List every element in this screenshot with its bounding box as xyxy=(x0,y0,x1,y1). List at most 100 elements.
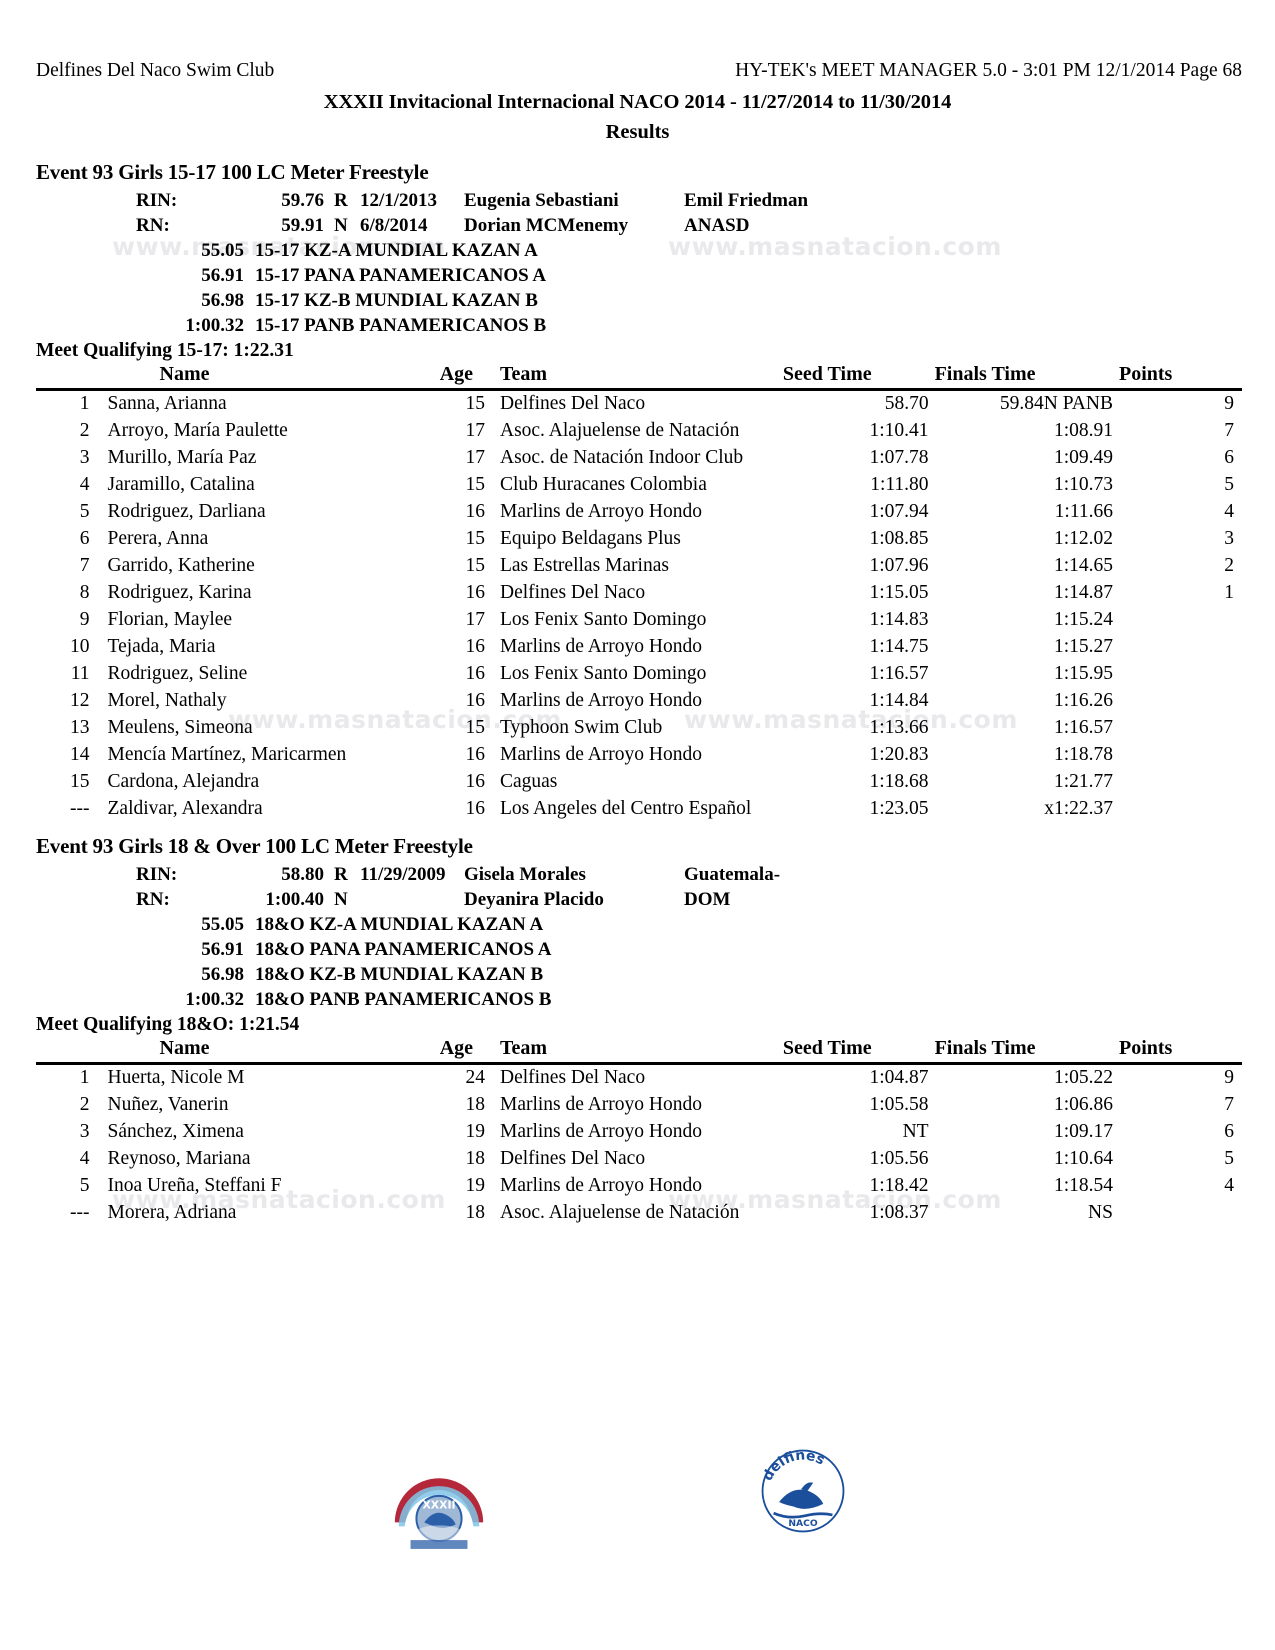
record-tag: RN: xyxy=(136,215,170,236)
table-row: 7 Garrido, Katherine 15 Las Estrellas Ma… xyxy=(36,553,1242,580)
cell-points: 2 xyxy=(1224,555,1234,576)
results-body: 1 Sanna, Arianna 15 Delfines Del Naco 58… xyxy=(36,390,1242,824)
record-holder: Dorian MCMenemy xyxy=(464,215,629,236)
cell-seed: 1:08.85 xyxy=(869,528,929,549)
cell-name: Perera, Anna xyxy=(107,528,209,549)
table-row: 2 Arroyo, María Paulette 17 Asoc. Alajue… xyxy=(36,418,1242,445)
cell-points xyxy=(1119,607,1242,634)
cell-age: 16 xyxy=(465,798,485,819)
column-header-points: Points xyxy=(1118,1037,1242,1065)
club-name: Delfines Del Naco Swim Club xyxy=(36,60,275,81)
cell-seed: 1:10.41 xyxy=(869,420,929,441)
cell-points xyxy=(1119,634,1242,661)
standard-name: 15-17 PANA PANAMERICANOS A xyxy=(255,265,547,286)
cell-team: Typhoon Swim Club xyxy=(499,717,663,738)
standard-line: 55.05 15-17 KZ-A MUNDIAL KAZAN A xyxy=(36,238,1242,263)
standard-name: 18&O KZ-B MUNDIAL KAZAN B xyxy=(255,964,544,985)
table-header-row: Name Age Team Seed Time Finals Time Poin… xyxy=(36,363,1242,391)
cell-place: 14 xyxy=(70,744,90,765)
column-header-seed: Seed Time xyxy=(782,363,935,391)
cell-name: Rodriguez, Karina xyxy=(107,582,252,603)
cell-seed: 58.70 xyxy=(884,393,929,414)
record-line: RIN: 59.76 R 12/1/2013 Eugenia Sebastian… xyxy=(36,188,1242,213)
event-title: Event 93 Girls 18 & Over 100 LC Meter Fr… xyxy=(36,834,473,858)
standard-line: 1:00.32 18&O PANB PANAMERICANOS B xyxy=(36,987,1242,1012)
cell-age: 18 xyxy=(465,1094,485,1115)
standard-line: 1:00.32 15-17 PANB PANAMERICANOS B xyxy=(36,313,1242,338)
cell-name: Zaldivar, Alexandra xyxy=(107,798,263,819)
table-row: 11 Rodriguez, Seline 16 Los Fenix Santo … xyxy=(36,661,1242,688)
cell-points: 4 xyxy=(1224,501,1234,522)
cell-points: 3 xyxy=(1224,528,1234,549)
cell-age: 18 xyxy=(465,1148,485,1169)
cell-age: 15 xyxy=(465,528,485,549)
cell-name: Sánchez, Ximena xyxy=(107,1121,244,1142)
record-line: RIN: 58.80 R 11/29/2009 Gisela Morales G… xyxy=(36,862,1242,887)
cell-team: Asoc. de Natación Indoor Club xyxy=(499,447,744,468)
cell-finals: 1:09.17 xyxy=(1053,1121,1113,1142)
cell-team: Marlins de Arroyo Hondo xyxy=(499,744,703,765)
record-flag: N xyxy=(334,889,348,910)
cell-name: Reynoso, Mariana xyxy=(107,1148,251,1169)
cell-place: 3 xyxy=(79,447,90,468)
standard-line: 56.98 15-17 KZ-B MUNDIAL KAZAN B xyxy=(36,288,1242,313)
standard-line: 56.98 18&O KZ-B MUNDIAL KAZAN B xyxy=(36,962,1242,987)
cell-place: 2 xyxy=(79,1094,90,1115)
cell-name: Huerta, Nicole M xyxy=(107,1067,245,1088)
record-time: 58.80 xyxy=(281,864,324,885)
record-holder: Eugenia Sebastiani xyxy=(464,190,619,211)
cell-place: 5 xyxy=(79,501,90,522)
record-date xyxy=(360,887,464,912)
table-header-row: Name Age Team Seed Time Finals Time Poin… xyxy=(36,1037,1242,1065)
club-logo-sublabel: NACO xyxy=(788,1518,818,1529)
results-body: 1 Huerta, Nicole M 24 Delfines Del Naco … xyxy=(36,1064,1242,1228)
cell-finals: 1:12.02 xyxy=(1053,528,1113,549)
column-header-team: Team xyxy=(493,363,783,391)
cell-seed: NT xyxy=(902,1121,929,1142)
cell-seed: 1:18.68 xyxy=(869,771,929,792)
table-row: --- Morera, Adriana 18 Asoc. Alajuelense… xyxy=(36,1200,1242,1227)
cell-place: 12 xyxy=(70,690,90,711)
cell-points: 6 xyxy=(1224,447,1234,468)
column-header-name: Name xyxy=(99,1037,440,1065)
cell-age: 18 xyxy=(465,1202,485,1223)
record-line: RN: 1:00.40 N Deyanira Placido DOM xyxy=(36,887,1242,912)
table-row: 3 Sánchez, Ximena 19 Marlins de Arroyo H… xyxy=(36,1119,1242,1146)
cell-finals: 1:15.27 xyxy=(1053,636,1113,657)
column-header-age: Age xyxy=(439,1037,494,1065)
record-holder: Gisela Morales xyxy=(464,864,586,885)
cell-name: Arroyo, María Paulette xyxy=(107,420,288,441)
cell-name: Morel, Nathaly xyxy=(107,690,227,711)
record-line: RN: 59.91 N 6/8/2014 Dorian MCMenemy ANA… xyxy=(36,213,1242,238)
record-team: DOM xyxy=(684,889,731,910)
table-row: 2 Nuñez, Vanerin 18 Marlins de Arroyo Ho… xyxy=(36,1092,1242,1119)
cell-finals: 1:06.86 xyxy=(1053,1094,1113,1115)
cell-seed: 1:05.56 xyxy=(869,1148,929,1169)
cell-seed: 1:05.58 xyxy=(869,1094,929,1115)
cell-finals: 1:18.78 xyxy=(1053,744,1113,765)
cell-age: 24 xyxy=(465,1067,485,1088)
cell-seed: 1:16.57 xyxy=(869,663,929,684)
record-flag: R xyxy=(334,190,348,211)
cell-age: 16 xyxy=(465,663,485,684)
software-info: HY-TEK's MEET MANAGER 5.0 - 3:01 PM 12/1… xyxy=(735,60,1242,81)
standard-name: 18&O PANA PANAMERICANOS A xyxy=(255,939,552,960)
cell-name: Rodriguez, Darliana xyxy=(107,501,266,522)
cell-name: Inoa Ureña, Steffani F xyxy=(107,1175,282,1196)
table-row: 5 Inoa Ureña, Steffani F 19 Marlins de A… xyxy=(36,1173,1242,1200)
cell-points xyxy=(1119,1200,1242,1227)
event-block: Event 93 Girls 15-17 100 LC Meter Freest… xyxy=(0,160,1275,823)
cell-points: 7 xyxy=(1224,420,1234,441)
cell-finals: 1:16.26 xyxy=(1053,690,1113,711)
cell-team: Asoc. Alajuelense de Natación xyxy=(499,420,740,441)
section-label: Results xyxy=(605,121,670,143)
record-flag: N xyxy=(334,215,348,236)
cell-seed: 1:18.42 xyxy=(869,1175,929,1196)
table-row: 15 Cardona, Alejandra 16 Caguas 1:18.68 … xyxy=(36,769,1242,796)
cell-seed: 1:15.05 xyxy=(869,582,929,603)
table-row: 6 Perera, Anna 15 Equipo Beldagans Plus … xyxy=(36,526,1242,553)
standard-time: 56.98 xyxy=(201,964,244,985)
cell-finals: 1:08.91 xyxy=(1053,420,1113,441)
cell-place: --- xyxy=(70,798,90,819)
cell-seed: 1:20.83 xyxy=(869,744,929,765)
